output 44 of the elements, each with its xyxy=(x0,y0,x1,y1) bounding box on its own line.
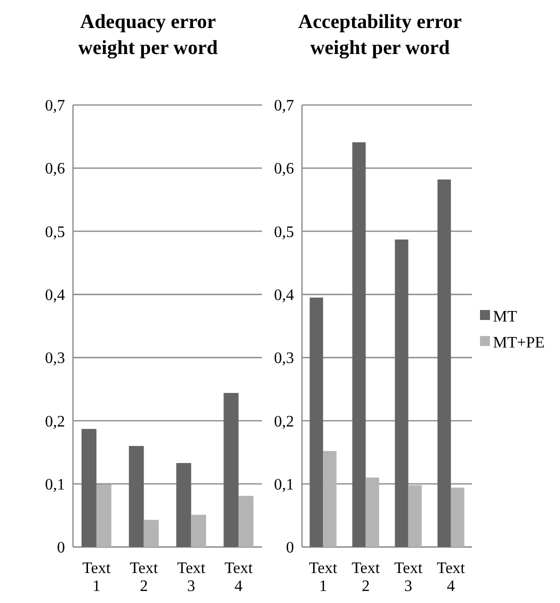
legend-label: MT+PE xyxy=(493,334,545,352)
y-tick-label: 0,4 xyxy=(45,287,65,304)
y-tick-label: 0,7 xyxy=(45,98,65,115)
x-tick-label: Text 3 xyxy=(177,560,206,595)
bar xyxy=(224,392,239,547)
bar xyxy=(191,514,206,547)
x-tick-label: Text 2 xyxy=(352,560,380,595)
y-tick-label: 0,3 xyxy=(45,350,65,368)
chart-title: Acceptability error weight per word xyxy=(298,11,462,59)
y-tick-label: 0 xyxy=(286,540,294,557)
y-tick-label: 0,2 xyxy=(274,413,294,430)
bar xyxy=(366,478,380,547)
y-tick-label: 0,6 xyxy=(274,160,294,178)
bar xyxy=(323,451,337,547)
bar xyxy=(144,520,159,547)
bar xyxy=(408,485,422,547)
legend-label: MT xyxy=(493,308,518,326)
x-tick-label: Text 4 xyxy=(224,560,254,595)
y-tick-label: 0,6 xyxy=(45,160,65,178)
bar xyxy=(450,488,464,547)
bar xyxy=(96,484,112,547)
y-tick-label: 0,1 xyxy=(274,476,294,494)
x-tick-label: Text 2 xyxy=(130,560,158,595)
x-tick-label: Text 1 xyxy=(82,560,112,595)
bar xyxy=(352,142,366,547)
bar xyxy=(437,180,451,547)
bar xyxy=(238,496,254,547)
y-tick-label: 0,5 xyxy=(45,224,65,241)
x-tick-label: Text 4 xyxy=(436,560,466,595)
y-tick-label: 0,1 xyxy=(45,476,65,494)
y-tick-label: 0,2 xyxy=(45,413,65,430)
bar xyxy=(176,463,192,547)
y-tick-label: 0,7 xyxy=(274,98,294,115)
bar xyxy=(394,239,408,547)
bar xyxy=(128,446,144,547)
y-tick-label: 0 xyxy=(57,540,65,557)
bar xyxy=(82,428,96,547)
x-tick-label: Text 3 xyxy=(394,560,423,595)
y-tick-label: 0,3 xyxy=(274,350,294,368)
chart-title: Adequacy error weight per word xyxy=(78,11,218,59)
x-tick-label: Text 1 xyxy=(308,560,338,595)
bar xyxy=(310,298,324,547)
y-tick-label: 0,5 xyxy=(274,224,294,241)
y-tick-label: 0,4 xyxy=(274,287,294,304)
